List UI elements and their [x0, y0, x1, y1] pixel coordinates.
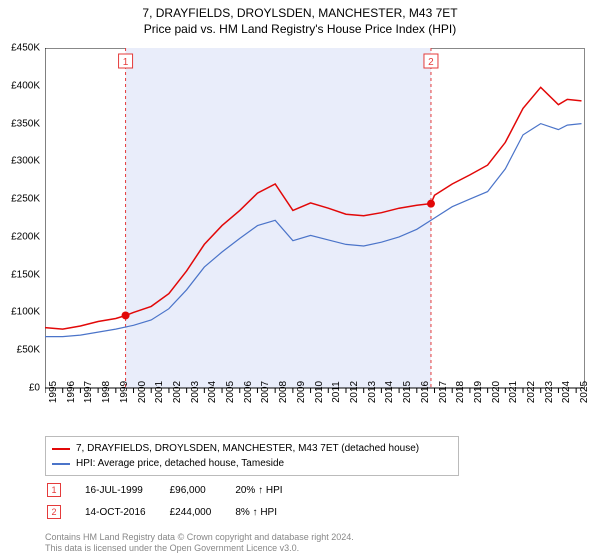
marker-box-1: 1 [47, 483, 61, 497]
x-tick-label: 2024 [561, 381, 572, 403]
y-tick-label: £350K [11, 118, 40, 129]
footnote: Contains HM Land Registry data © Crown c… [45, 532, 354, 554]
x-tick-label: 2004 [207, 381, 218, 403]
marker-row-1: 1 16-JUL-1999 £96,000 20% ↑ HPI [47, 480, 305, 500]
legend-row-blue: HPI: Average price, detached house, Tame… [52, 456, 452, 471]
x-tick-label: 2003 [190, 381, 201, 403]
x-tick-label: 2000 [137, 381, 148, 403]
x-tick-label: 2010 [314, 381, 325, 403]
marker-date-2: 14-OCT-2016 [85, 502, 168, 522]
x-tick-label: 1998 [101, 381, 112, 403]
chart-area: 12 £0£50K£100K£150K£200K£250K£300K£350K£… [45, 48, 585, 388]
legend-row-red: 7, DRAYFIELDS, DROYLSDEN, MANCHESTER, M4… [52, 441, 452, 456]
svg-text:2: 2 [428, 57, 434, 68]
y-tick-label: £250K [11, 194, 40, 205]
x-tick-label: 2001 [154, 381, 165, 403]
y-tick-label: £100K [11, 307, 40, 318]
marker-price-2: £244,000 [170, 502, 234, 522]
chart-title: 7, DRAYFIELDS, DROYLSDEN, MANCHESTER, M4… [0, 0, 600, 37]
marker-delta-2: 8% ↑ HPI [235, 502, 304, 522]
marker-date-1: 16-JUL-1999 [85, 480, 168, 500]
x-tick-label: 2018 [455, 381, 466, 403]
x-tick-label: 2017 [438, 381, 449, 403]
svg-text:1: 1 [123, 57, 129, 68]
legend-swatch-blue [52, 463, 70, 465]
x-tick-label: 1995 [48, 381, 59, 403]
y-tick-label: £450K [11, 43, 40, 54]
x-tick-label: 1997 [83, 381, 94, 403]
x-tick-label: 1999 [119, 381, 130, 403]
legend-swatch-red [52, 448, 70, 450]
x-tick-label: 2020 [491, 381, 502, 403]
x-tick-label: 2008 [278, 381, 289, 403]
x-tick-label: 2006 [243, 381, 254, 403]
x-tick-label: 2014 [384, 381, 395, 403]
marker-row-2: 2 14-OCT-2016 £244,000 8% ↑ HPI [47, 502, 305, 522]
x-tick-label: 2012 [349, 381, 360, 403]
x-tick-label: 2015 [402, 381, 413, 403]
chart-svg: 12 [45, 48, 585, 398]
title-line1: 7, DRAYFIELDS, DROYLSDEN, MANCHESTER, M4… [0, 6, 600, 22]
x-tick-label: 2019 [473, 381, 484, 403]
marker-delta-1: 20% ↑ HPI [235, 480, 304, 500]
y-tick-label: £150K [11, 269, 40, 280]
x-tick-label: 2023 [544, 381, 555, 403]
legend-label-red: 7, DRAYFIELDS, DROYLSDEN, MANCHESTER, M4… [76, 441, 419, 456]
x-tick-label: 2013 [367, 381, 378, 403]
y-tick-label: £200K [11, 231, 40, 242]
footnote-line2: This data is licensed under the Open Gov… [45, 543, 354, 554]
y-tick-label: £300K [11, 156, 40, 167]
x-tick-label: 2016 [420, 381, 431, 403]
x-tick-label: 2011 [331, 381, 342, 403]
x-tick-label: 2007 [260, 381, 271, 403]
title-line2: Price paid vs. HM Land Registry's House … [0, 22, 600, 38]
y-tick-label: £400K [11, 80, 40, 91]
footnote-line1: Contains HM Land Registry data © Crown c… [45, 532, 354, 543]
x-tick-label: 2022 [526, 381, 537, 403]
marker-box-2: 2 [47, 505, 61, 519]
y-tick-label: £0 [29, 383, 40, 394]
x-tick-label: 2005 [225, 381, 236, 403]
marker-price-1: £96,000 [170, 480, 234, 500]
y-tick-label: £50K [17, 345, 40, 356]
x-tick-label: 1996 [66, 381, 77, 403]
x-tick-label: 2002 [172, 381, 183, 403]
x-tick-label: 2025 [579, 381, 590, 403]
x-tick-label: 2009 [296, 381, 307, 403]
legend-label-blue: HPI: Average price, detached house, Tame… [76, 456, 284, 471]
x-tick-label: 2021 [508, 381, 519, 403]
markers-table: 1 16-JUL-1999 £96,000 20% ↑ HPI 2 14-OCT… [45, 478, 307, 524]
legend: 7, DRAYFIELDS, DROYLSDEN, MANCHESTER, M4… [45, 436, 459, 476]
